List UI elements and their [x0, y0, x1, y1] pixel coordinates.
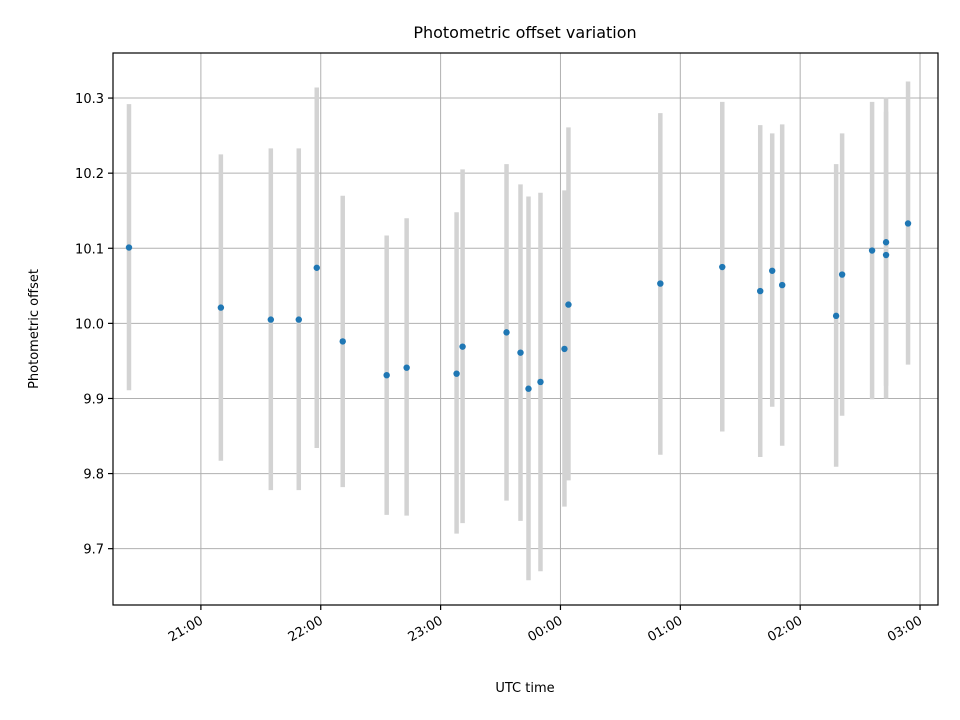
- data-point: [838, 271, 846, 278]
- data-point: [778, 281, 786, 289]
- data-point: [882, 251, 890, 259]
- grid: [113, 53, 938, 605]
- plot-frame: [112, 52, 939, 606]
- data-point: [904, 220, 912, 227]
- data-point: [561, 345, 568, 353]
- y-tick-label: 10.0: [75, 317, 104, 332]
- data-point: [313, 264, 320, 271]
- data-point: [525, 385, 532, 392]
- y-tick-label: 10.2: [75, 167, 104, 182]
- data-point: [125, 244, 133, 251]
- y-tick-label: 9.8: [83, 468, 104, 483]
- data-point: [403, 364, 410, 371]
- data-point: [537, 378, 544, 386]
- data-point: [453, 370, 460, 377]
- data-point: [383, 371, 390, 379]
- data-point: [882, 239, 890, 246]
- y-tick-label: 10.3: [75, 92, 104, 107]
- data-point: [657, 280, 664, 287]
- data-points: [125, 220, 912, 392]
- chart-title: Photometric offset variation: [413, 23, 636, 42]
- data-point: [217, 304, 225, 311]
- data-point: [267, 316, 275, 323]
- data-point: [295, 316, 302, 323]
- data-point: [832, 312, 840, 320]
- data-point: [339, 338, 346, 345]
- data-point: [565, 301, 572, 308]
- data-point: [503, 329, 510, 336]
- y-tick-label: 9.9: [83, 392, 104, 407]
- data-point: [719, 263, 726, 271]
- x-axis-label: UTC time: [495, 681, 554, 696]
- data-point: [757, 287, 764, 295]
- data-point: [459, 343, 466, 350]
- y-axis-label: Photometric offset: [27, 269, 42, 389]
- y-tick-label: 9.7: [83, 543, 104, 558]
- data-point: [769, 267, 776, 274]
- data-point: [517, 349, 524, 356]
- y-tick-label: 10.1: [75, 242, 104, 257]
- data-point: [868, 247, 876, 254]
